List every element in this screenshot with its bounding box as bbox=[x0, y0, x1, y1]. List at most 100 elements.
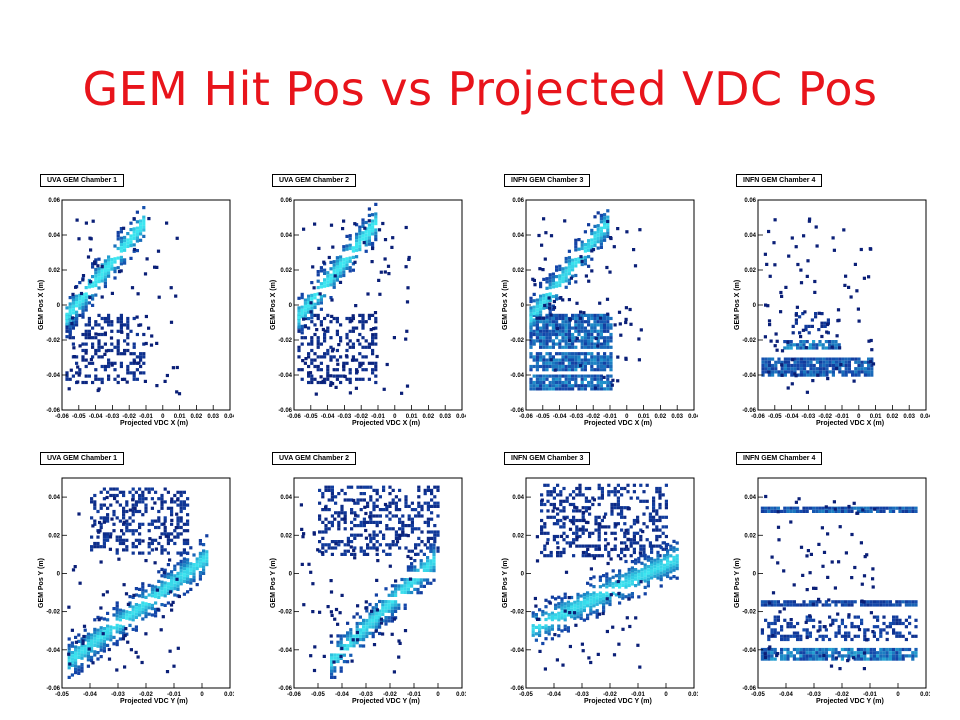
data-bin bbox=[553, 633, 557, 637]
data-bin bbox=[198, 542, 202, 546]
data-bin bbox=[577, 387, 581, 391]
data-bin bbox=[548, 276, 552, 280]
data-bin bbox=[545, 368, 549, 372]
data-bin bbox=[535, 336, 539, 340]
data-bin bbox=[176, 575, 180, 579]
data-bin bbox=[580, 352, 584, 356]
data-bin bbox=[406, 286, 410, 290]
plot-frame bbox=[757, 199, 927, 411]
data-bin bbox=[792, 647, 796, 652]
data-bin bbox=[125, 525, 129, 530]
data-bin bbox=[123, 377, 127, 381]
data-bin bbox=[342, 248, 346, 252]
data-bin bbox=[558, 274, 562, 278]
data-bin bbox=[400, 577, 404, 582]
data-bin bbox=[564, 358, 568, 362]
data-bin bbox=[142, 218, 146, 222]
data-bin bbox=[822, 370, 826, 374]
data-bin bbox=[590, 257, 594, 261]
data-bin bbox=[834, 651, 838, 655]
data-bin bbox=[138, 522, 142, 526]
data-bin bbox=[807, 219, 811, 223]
data-bin bbox=[103, 281, 107, 285]
data-bin bbox=[182, 500, 186, 504]
data-bin bbox=[805, 603, 809, 607]
data-bin bbox=[166, 551, 170, 555]
data-bin bbox=[780, 373, 784, 377]
data-bin bbox=[545, 339, 549, 343]
data-bin bbox=[125, 545, 129, 549]
data-bin bbox=[822, 367, 826, 371]
data-bin bbox=[126, 232, 130, 236]
data-bin bbox=[769, 339, 773, 343]
data-bin bbox=[537, 233, 541, 238]
data-bin bbox=[558, 323, 562, 327]
data-bin bbox=[617, 310, 622, 314]
data-bin bbox=[837, 625, 841, 629]
data-bin bbox=[369, 495, 373, 499]
data-bin bbox=[574, 361, 578, 365]
data-bin bbox=[532, 313, 536, 317]
data-bin bbox=[603, 316, 607, 321]
data-bin bbox=[346, 631, 350, 635]
data-bin bbox=[535, 332, 539, 337]
data-bin bbox=[542, 377, 546, 381]
data-bin bbox=[901, 509, 905, 513]
data-bin bbox=[892, 647, 896, 652]
data-bin bbox=[786, 647, 790, 652]
data-bin bbox=[588, 499, 592, 503]
data-bin bbox=[831, 360, 835, 364]
data-bin bbox=[888, 506, 892, 510]
data-bin bbox=[863, 360, 867, 364]
data-bin bbox=[580, 342, 584, 346]
data-bin bbox=[115, 668, 119, 672]
data-bin bbox=[403, 603, 407, 607]
data-bin bbox=[113, 377, 117, 381]
data-bin bbox=[760, 600, 764, 604]
data-bin bbox=[583, 326, 587, 330]
data-bin bbox=[610, 383, 614, 387]
data-bin bbox=[96, 638, 100, 642]
data-bin bbox=[132, 230, 136, 234]
data-bin bbox=[134, 587, 138, 591]
data-bin bbox=[99, 525, 103, 530]
data-bin bbox=[374, 629, 378, 633]
data-bin bbox=[855, 289, 859, 293]
data-bin bbox=[564, 276, 568, 280]
data-bin bbox=[378, 631, 382, 636]
data-bin bbox=[310, 297, 314, 301]
data-bin bbox=[350, 540, 354, 544]
data-bin bbox=[110, 320, 114, 324]
data-bin bbox=[99, 642, 103, 646]
data-bin bbox=[367, 239, 371, 243]
data-bin bbox=[551, 316, 555, 321]
data-bin bbox=[96, 641, 100, 645]
data-bin bbox=[115, 604, 119, 608]
data-bin bbox=[828, 637, 832, 642]
data-bin bbox=[138, 607, 142, 611]
data-bin bbox=[343, 514, 347, 518]
data-bin bbox=[854, 370, 858, 374]
data-bin bbox=[675, 567, 679, 571]
data-bin bbox=[847, 615, 851, 619]
data-bin bbox=[371, 635, 375, 639]
data-bin bbox=[776, 600, 780, 604]
data-bin bbox=[885, 657, 889, 661]
data-bin bbox=[350, 659, 354, 663]
data-bin bbox=[632, 531, 636, 535]
data-bin bbox=[173, 574, 177, 578]
data-bin bbox=[808, 654, 812, 658]
data-bin bbox=[571, 339, 575, 343]
data-bin bbox=[767, 651, 771, 655]
data-bin bbox=[776, 618, 780, 622]
data-bin bbox=[579, 255, 583, 259]
data-bin bbox=[139, 229, 143, 233]
data-bin bbox=[144, 314, 148, 319]
data-bin bbox=[109, 532, 113, 536]
data-bin bbox=[134, 503, 138, 507]
data-bin bbox=[129, 221, 133, 225]
data-bin bbox=[186, 538, 190, 542]
data-bin bbox=[796, 363, 800, 368]
data-bin bbox=[99, 606, 103, 610]
data-bin bbox=[173, 529, 177, 533]
